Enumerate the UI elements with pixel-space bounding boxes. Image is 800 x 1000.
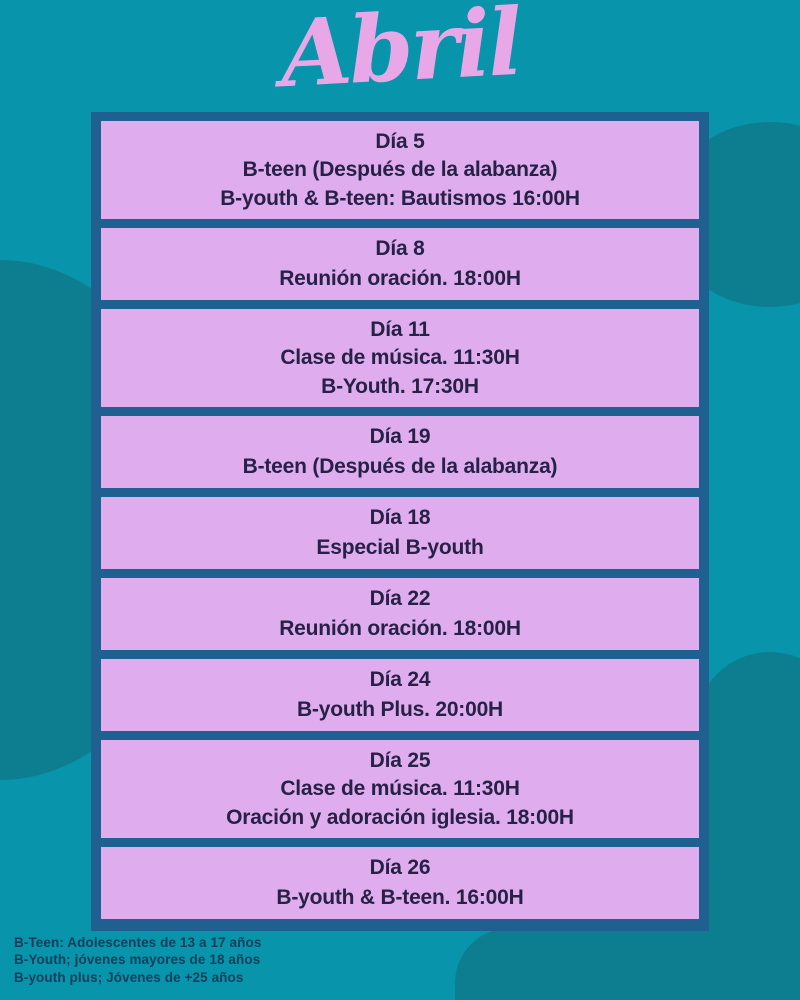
event-detail: B-teen (Después de la alabanza)	[242, 454, 558, 478]
event-card: Día 22 Reunión oración. 18:00H	[101, 578, 699, 650]
event-day: Día 18	[369, 506, 431, 530]
event-detail: Reunión oración. 18:00H	[279, 266, 521, 290]
event-day: Día 19	[369, 425, 431, 449]
event-day: Día 11	[370, 317, 430, 341]
event-card: Día 25 Clase de música. 11:30H Oración y a…	[101, 740, 699, 838]
event-detail: Reunión oración. 18:00H	[279, 616, 521, 640]
event-day: Día 26	[369, 856, 431, 880]
event-day: Día 24	[369, 668, 431, 692]
event-detail: B-teen (Después de la alabanza)	[242, 158, 558, 181]
event-detail: B-Youth. 17:30H	[321, 374, 479, 398]
month-title: Abril	[277, 0, 523, 109]
event-detail: B-youth & B-teen: Bautismos 16:00H	[220, 186, 580, 210]
event-detail: B-youth & B-teen. 16:00H	[276, 885, 524, 909]
event-card: Día 18 Especial B-youth	[101, 497, 699, 569]
schedule-board: Día 5 B-teen (Después de la alabanza) B-yo…	[91, 112, 709, 931]
legend-line-byouth: B-Youth; jóvenes mayores de 18 años	[14, 952, 261, 967]
event-card: Día 11 Clase de música. 11:30H B-Youth. 17…	[101, 309, 699, 407]
event-detail: Oración y adoración iglesia. 18:00H	[226, 805, 574, 829]
event-card: Día 19 B-teen (Después de la alabanza)	[101, 416, 699, 488]
event-day: Día 22	[369, 587, 431, 611]
event-detail: B-youth Plus. 20:00H	[296, 697, 504, 721]
legend-line-bteen: B-Teen: Adolescentes de 13 a 17 años	[14, 934, 262, 950]
event-card: Día 8 Reunión oración. 18:00H	[101, 228, 699, 300]
event-card: Día 24 B-youth Plus. 20:00H	[101, 659, 699, 731]
event-day: Día 25	[369, 748, 431, 772]
event-day: Día 5	[375, 129, 425, 153]
legend: B-Teen: Adolescentes de 13 a 17 años B-Y…	[14, 934, 261, 987]
event-detail: Especial B-youth	[316, 535, 484, 559]
event-card: Día 5 B-teen (Después de la alabanza) B-yo…	[101, 121, 699, 219]
legend-line-byouthplus: B-youth plus; Jóvenes de +25 años	[14, 969, 244, 985]
event-detail: Clase de música. 11:30H	[280, 777, 520, 800]
event-card: Día 26 B-youth & B-teen. 16:00H	[101, 847, 699, 919]
event-day: Día 8	[375, 237, 425, 261]
event-detail: Clase de música. 11:30H	[280, 346, 520, 369]
